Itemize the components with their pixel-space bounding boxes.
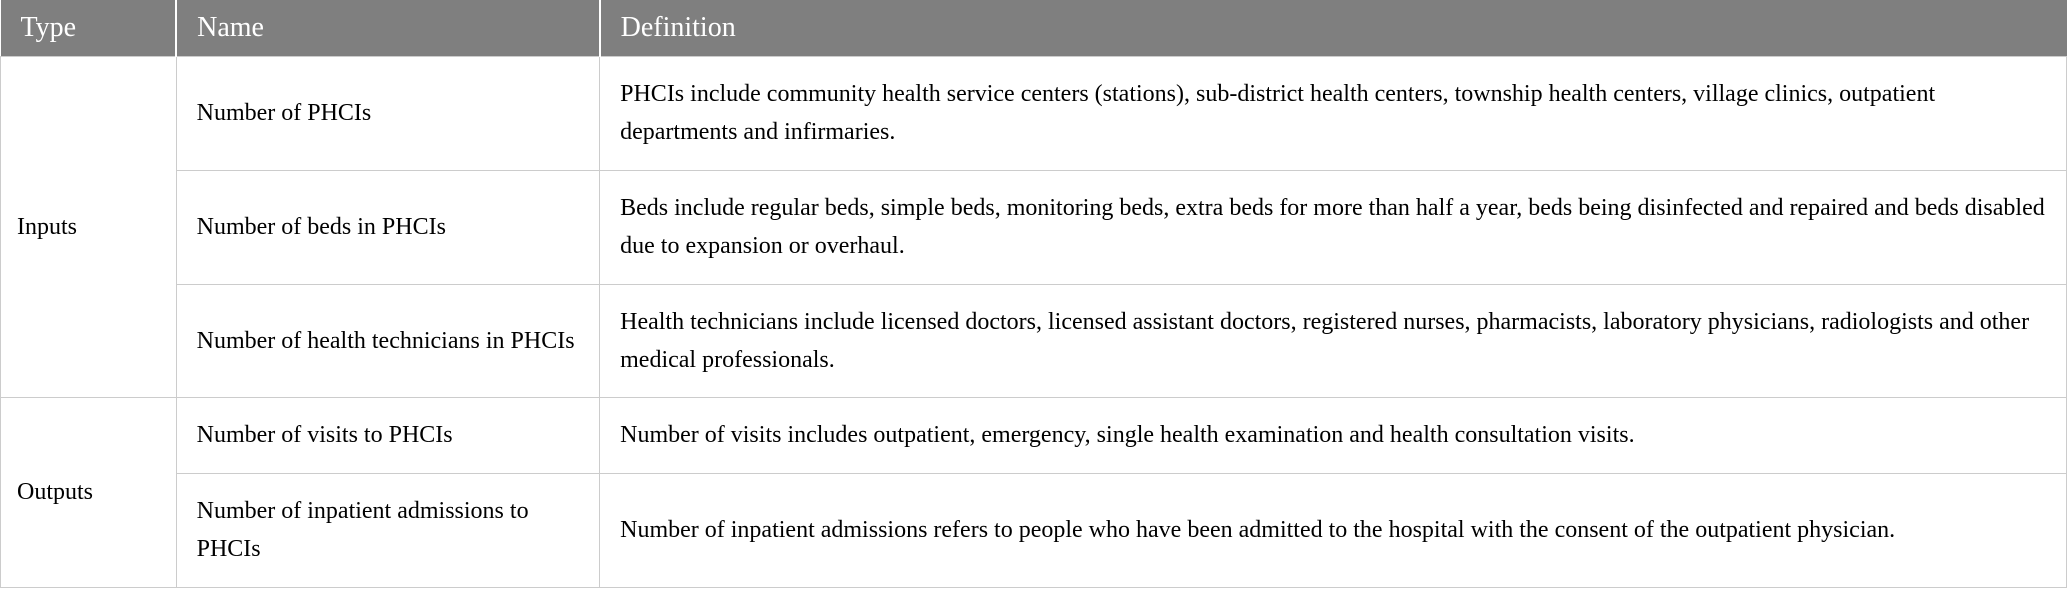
name-cell: Number of inpatient admissions to PHCIs <box>176 473 600 587</box>
column-header-definition: Definition <box>600 0 2067 57</box>
definition-cell: Beds include regular beds, simple beds, … <box>600 170 2067 284</box>
table-row: Number of health technicians in PHCIs He… <box>1 284 2067 398</box>
table-row: Number of beds in PHCIs Beds include reg… <box>1 170 2067 284</box>
name-cell: Number of beds in PHCIs <box>176 170 600 284</box>
name-cell: Number of visits to PHCIs <box>176 398 600 473</box>
table-row: Number of inpatient admissions to PHCIs … <box>1 473 2067 587</box>
table-row: Outputs Number of visits to PHCIs Number… <box>1 398 2067 473</box>
table-body: Inputs Number of PHCIs PHCIs include com… <box>1 57 2067 588</box>
name-cell: Number of health technicians in PHCIs <box>176 284 600 398</box>
definition-cell: Number of inpatient admissions refers to… <box>600 473 2067 587</box>
name-cell: Number of PHCIs <box>176 57 600 171</box>
definition-cell: Number of visits includes outpatient, em… <box>600 398 2067 473</box>
column-header-type: Type <box>1 0 177 57</box>
column-header-name: Name <box>176 0 600 57</box>
table-header: Type Name Definition <box>1 0 2067 57</box>
table-row: Inputs Number of PHCIs PHCIs include com… <box>1 57 2067 171</box>
type-cell-inputs: Inputs <box>1 57 177 398</box>
type-cell-outputs: Outputs <box>1 398 177 587</box>
definition-cell: PHCIs include community health service c… <box>600 57 2067 171</box>
definition-cell: Health technicians include licensed doct… <box>600 284 2067 398</box>
definitions-table: Type Name Definition Inputs Number of PH… <box>0 0 2067 588</box>
